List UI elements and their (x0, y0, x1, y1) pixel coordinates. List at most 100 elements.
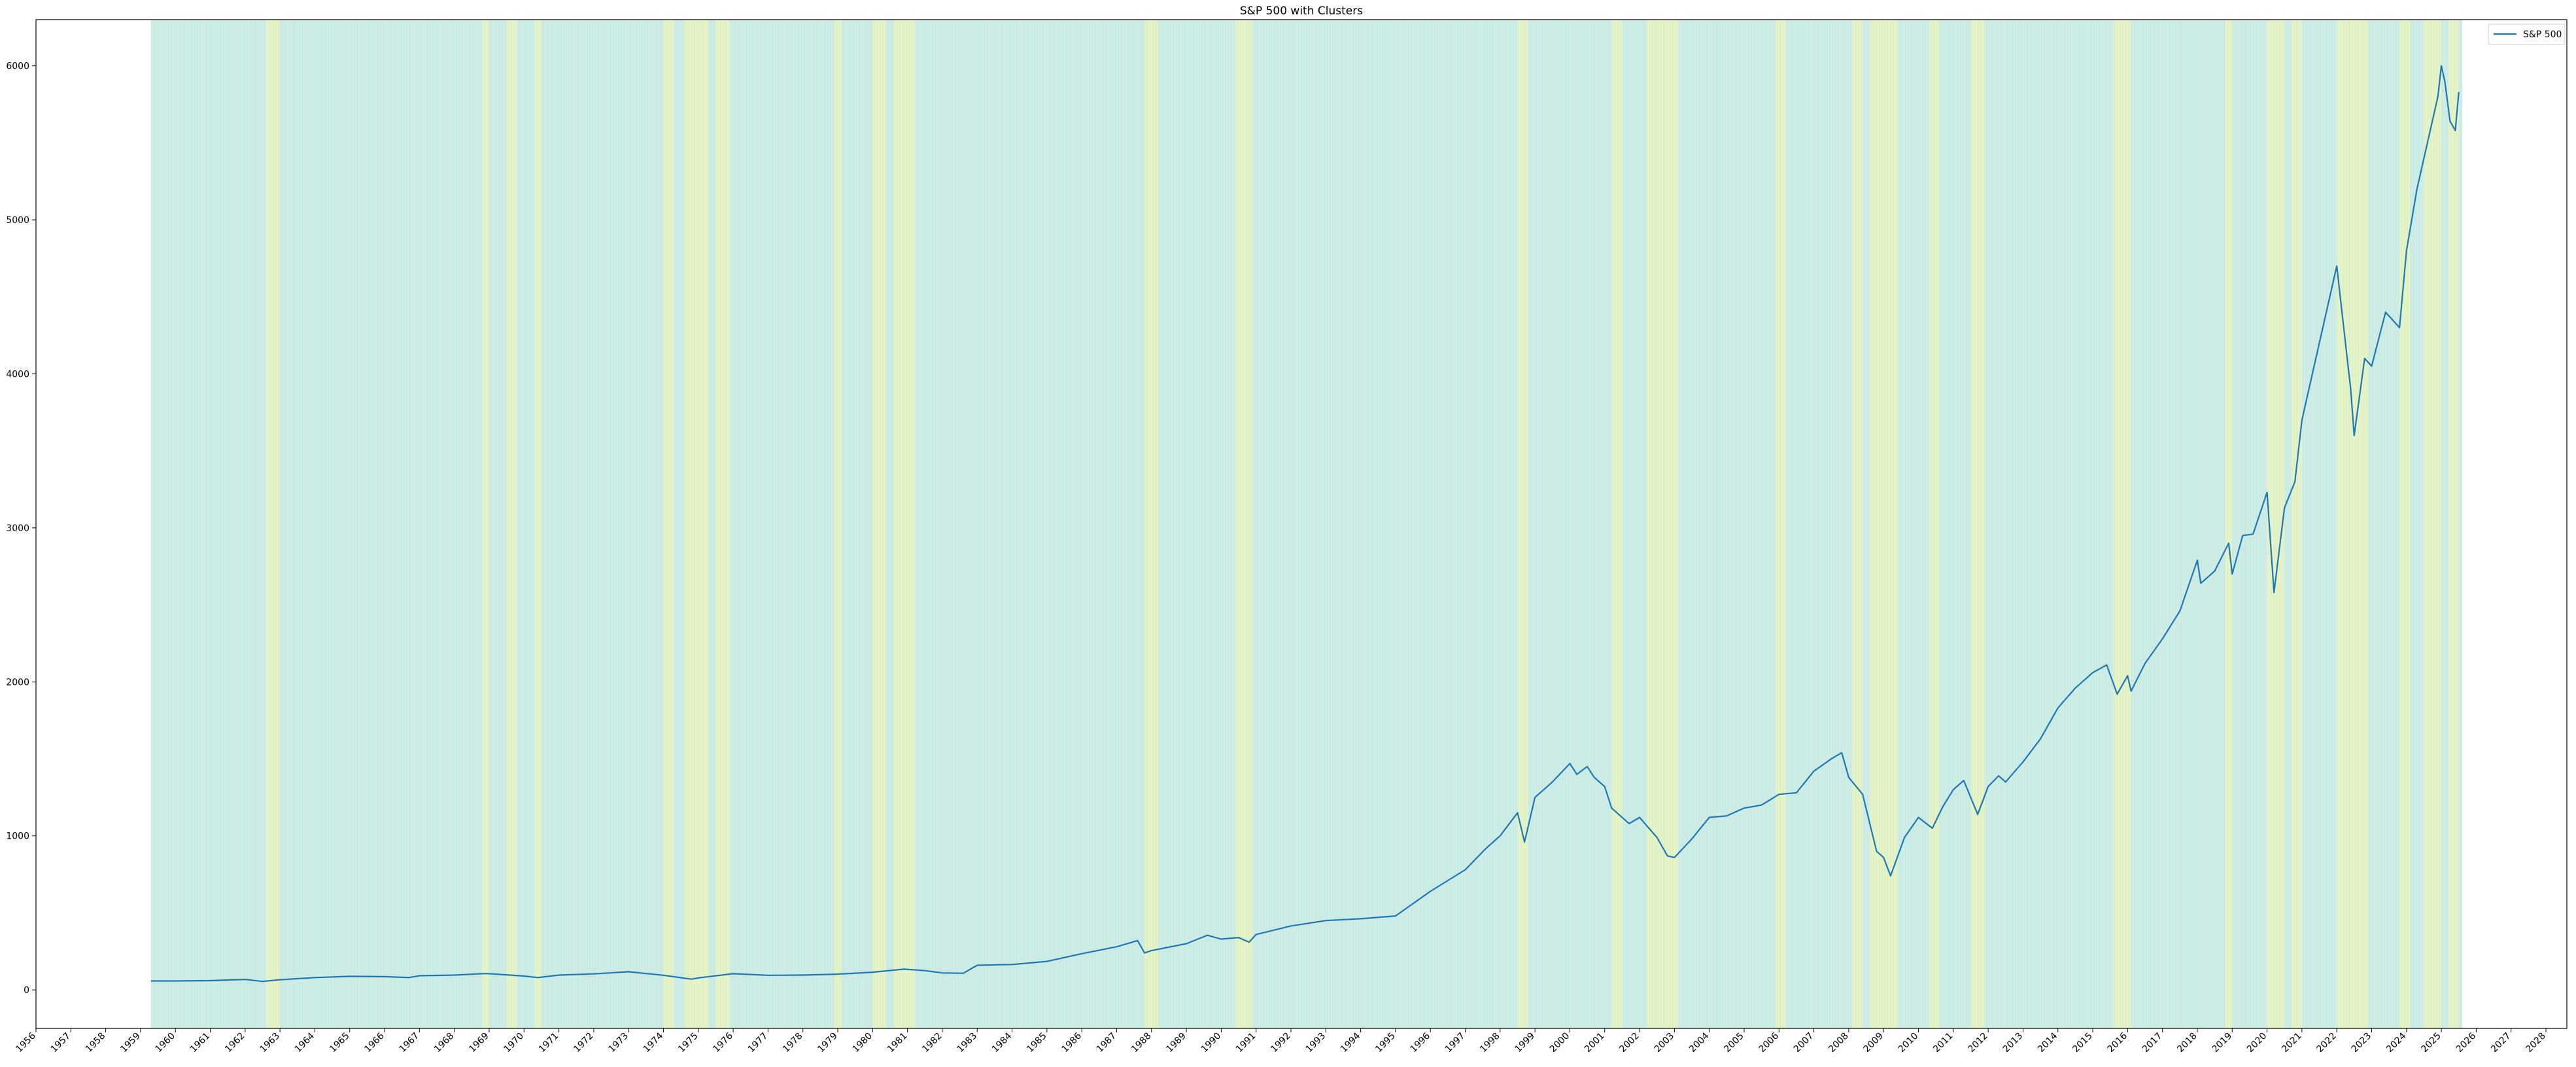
x-tick-label: 2001 (1583, 1031, 1607, 1055)
cluster-stripe (470, 20, 472, 1028)
legend[interactable]: S&P 500 (2488, 24, 2566, 45)
cluster-stripe (1725, 20, 1726, 1028)
x-tick-label: 1967 (398, 1031, 422, 1055)
x-tick-label: 2006 (1757, 1030, 1781, 1055)
cluster-stripe (2230, 20, 2231, 1028)
cluster-stripe (1603, 20, 1604, 1028)
cluster-stripe (601, 20, 602, 1028)
cluster-stripe (2186, 20, 2188, 1028)
cluster-stripe (1321, 20, 1322, 1028)
cluster-stripe (290, 20, 291, 1028)
cluster-stripe (2140, 20, 2141, 1028)
cluster-stripe (171, 20, 172, 1028)
cluster-stripe (1968, 20, 1970, 1028)
cluster-stripe (1353, 20, 1354, 1028)
cluster-stripe (2192, 20, 2193, 1028)
cluster-stripe (984, 20, 986, 1028)
cluster-stripe (583, 20, 585, 1028)
x-tick-label: 1965 (328, 1031, 352, 1055)
cluster-band-1 (1869, 20, 1898, 1028)
x-tick-label: 2018 (2175, 1031, 2199, 1055)
cluster-stripe (1515, 20, 1517, 1028)
cluster-stripe (244, 20, 245, 1028)
cluster-stripe (284, 20, 285, 1028)
cluster-stripe (1690, 20, 1691, 1028)
cluster-stripe (2436, 20, 2437, 1028)
cluster-stripe (2201, 20, 2202, 1028)
x-tick-label: 1982 (920, 1031, 944, 1055)
cluster-stripe (2012, 20, 2013, 1028)
cluster-stripe (2386, 20, 2388, 1028)
plot-frame (35, 19, 2567, 1029)
cluster-stripe (1144, 20, 1145, 1028)
x-tick-label: 1997 (1443, 1031, 1468, 1055)
cluster-stripe (2239, 20, 2240, 1028)
cluster-stripe (807, 20, 808, 1028)
cluster-stripe (482, 20, 483, 1028)
cluster-stripe (1382, 20, 1383, 1028)
cluster-stripe (212, 20, 213, 1028)
cluster-stripe (325, 20, 326, 1028)
cluster-stripe (940, 20, 942, 1028)
cluster-stripe (882, 20, 884, 1028)
cluster-stripe (197, 20, 198, 1028)
cluster-stripe (1899, 20, 1900, 1028)
cluster-stripe (1341, 20, 1343, 1028)
cluster-stripe (572, 20, 573, 1028)
cluster-stripe (519, 20, 521, 1028)
cluster-stripe (258, 20, 260, 1028)
cluster-stripe (421, 20, 422, 1028)
cluster-stripe (487, 20, 489, 1028)
cluster-stripe (1481, 20, 1482, 1028)
cluster-stripe (2070, 20, 2071, 1028)
cluster-stripe (682, 20, 683, 1028)
cluster-stripe (1629, 20, 1630, 1028)
cluster-stripe (1065, 20, 1067, 1028)
cluster-stripe (496, 20, 498, 1028)
x-tick-label: 2024 (2384, 1030, 2409, 1055)
cluster-stripe (1390, 20, 1392, 1028)
cluster-stripe (232, 20, 233, 1028)
cluster-stripe (1838, 20, 1839, 1028)
x-tick-label: 1983 (955, 1031, 980, 1055)
cluster-stripe (1585, 20, 1587, 1028)
cluster-stripe (1027, 20, 1029, 1028)
cluster-stripe (1565, 20, 1566, 1028)
cluster-stripe (607, 20, 608, 1028)
cluster-stripe (1051, 20, 1052, 1028)
x-tick-label: 2013 (2001, 1031, 2025, 1055)
cluster-stripe (859, 20, 861, 1028)
x-tick-label: 1978 (781, 1031, 805, 1055)
x-tick-label: 2012 (1966, 1031, 1990, 1055)
cluster-stripe (679, 20, 680, 1028)
cluster-stripe (1704, 20, 1706, 1028)
cluster-stripe (1768, 20, 1769, 1028)
x-tick-label: 2003 (1653, 1031, 1677, 1055)
cluster-stripe (708, 20, 710, 1028)
cluster-stripe (2317, 20, 2318, 1028)
cluster-stripe (2018, 20, 2019, 1028)
cluster-stripe (1800, 20, 1801, 1028)
cluster-stripe (592, 20, 593, 1028)
cluster-stripe (2250, 20, 2252, 1028)
cluster-stripe (1414, 20, 1415, 1028)
cluster-stripe (2061, 20, 2063, 1028)
cluster-stripe (1460, 20, 1462, 1028)
x-tick-label: 2019 (2210, 1031, 2235, 1055)
cluster-stripe (1722, 20, 1723, 1028)
cluster-stripe (1623, 20, 1624, 1028)
x-tick-label: 1986 (1059, 1030, 1084, 1055)
cluster-stripe (1753, 20, 1755, 1028)
cluster-stripe (188, 20, 190, 1028)
cluster-stripe (1103, 20, 1105, 1028)
cluster-stripe (891, 20, 893, 1028)
x-tick-label: 2000 (1548, 1031, 1572, 1055)
cluster-stripe (946, 20, 948, 1028)
x-tick-label: 1981 (885, 1031, 910, 1055)
cluster-stripe (2117, 20, 2118, 1028)
cluster-stripe (1997, 20, 1999, 1028)
cluster-stripe (1199, 20, 1200, 1028)
x-tick-label: 1994 (1339, 1030, 1363, 1055)
cluster-stripe (1437, 20, 1438, 1028)
